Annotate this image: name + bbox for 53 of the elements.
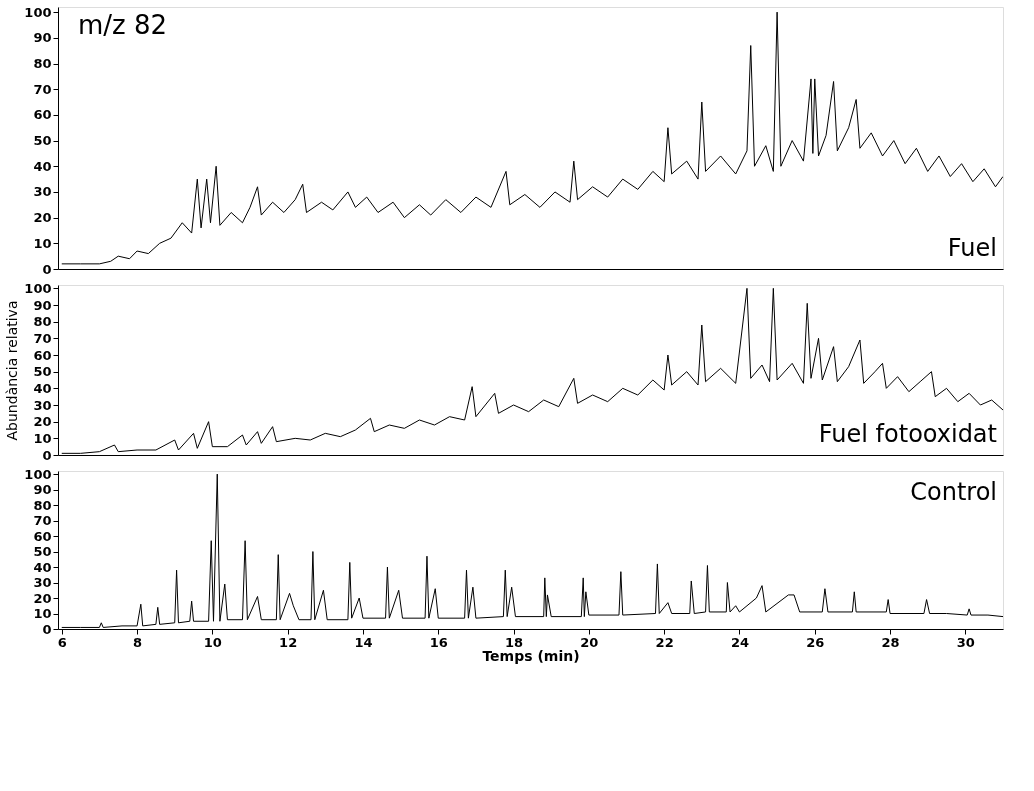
y-tick-label: 60 <box>33 528 52 544</box>
y-tick-label: 50 <box>33 364 52 380</box>
x-tick-label: 24 <box>730 634 749 650</box>
y-tick-label: 40 <box>33 158 52 174</box>
y-tick-label: 50 <box>33 544 52 560</box>
y-tick-label: 40 <box>33 380 52 396</box>
y-tick-label: 80 <box>33 314 52 330</box>
x-tick-label: 22 <box>655 634 674 650</box>
y-tick-label: 10 <box>33 606 52 622</box>
y-tick-label: 10 <box>33 235 52 251</box>
y-tick-label: 0 <box>42 621 52 637</box>
y-tick-label: 50 <box>33 133 52 149</box>
x-tick-label: 8 <box>133 634 143 650</box>
y-tick-label: 30 <box>33 575 52 591</box>
y-tick-label: 10 <box>33 430 52 446</box>
x-tick-label: 12 <box>279 634 298 650</box>
y-tick-label: 100 <box>24 4 52 20</box>
y-axis-title: Abundància relativa <box>4 300 21 441</box>
x-tick-label: 10 <box>203 634 222 650</box>
y-tick-label: 40 <box>33 559 52 575</box>
line-series <box>61 11 1003 265</box>
x-tick-label: 28 <box>881 634 900 650</box>
y-tick-label: 60 <box>33 347 52 363</box>
x-tick-label: 26 <box>806 634 825 650</box>
y-tick-label: 70 <box>33 81 52 97</box>
y-tick-label: 100 <box>24 466 52 482</box>
y-tick-label: 20 <box>33 414 52 430</box>
x-tick-label: 16 <box>429 634 448 650</box>
x-tick-label: 18 <box>505 634 524 650</box>
y-tick-label: 0 <box>42 261 52 277</box>
x-tick-label: 20 <box>580 634 599 650</box>
y-tick-label: 90 <box>33 297 52 313</box>
x-tick-label: 14 <box>354 634 373 650</box>
series-label: Fuel <box>947 234 997 262</box>
y-tick-label: 0 <box>42 447 52 463</box>
y-tick-label: 20 <box>33 590 52 606</box>
y-tick-label: 70 <box>33 513 52 529</box>
text: Control <box>910 478 997 506</box>
annotation: m/z 82 <box>78 10 168 40</box>
series-label: Fuel fotooxidat <box>818 420 997 448</box>
y-tick-label: 100 <box>24 280 52 296</box>
y-tick-label: 70 <box>33 330 52 346</box>
y-tick-label: 60 <box>33 107 52 123</box>
y-tick-label: 30 <box>33 184 52 200</box>
y-tick-label: 90 <box>33 482 52 498</box>
x-tick-label: 6 <box>57 634 67 650</box>
x-tick-label: 30 <box>956 634 975 650</box>
x-axis-title: Temps (min) <box>482 647 580 664</box>
y-tick-label: 80 <box>33 497 52 513</box>
y-tick-label: 30 <box>33 397 52 413</box>
y-tick-label: 20 <box>33 210 52 226</box>
y-tick-label: 90 <box>33 30 52 46</box>
y-tick-label: 80 <box>33 56 52 72</box>
